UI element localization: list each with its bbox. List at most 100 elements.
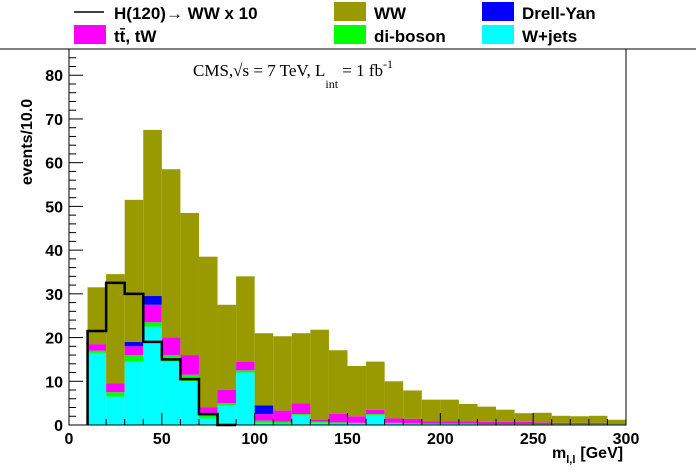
bar-w-jets-50: [161, 361, 181, 425]
bar-tt-tw-250: [533, 422, 552, 425]
bar-tt-tw-60: [180, 355, 199, 375]
legend-item-2: Drell-Yan: [482, 2, 596, 23]
bar-w-jets-170: [384, 423, 404, 425]
bar-ww-90: [236, 276, 255, 362]
bar-ww-10: [87, 287, 107, 345]
bar-di-boson-180: [403, 423, 422, 425]
legend-label: tt̄, tW: [114, 27, 157, 46]
bar-ww-260: [551, 415, 571, 423]
bar-tt-tw-110: [273, 410, 292, 422]
bar-di-boson-80: [217, 403, 237, 406]
x-tick-label: 50: [153, 431, 171, 448]
bar-tt-tw-220: [477, 421, 497, 425]
bar-di-boson-90: [236, 370, 255, 373]
bar-tt-tw-230: [496, 421, 515, 425]
bar-di-boson-120: [291, 414, 311, 416]
bar-w-jets-40: [143, 326, 162, 425]
bar-tt-tw-270: [570, 422, 589, 425]
bar-ww-170: [384, 381, 404, 419]
bar-tt-tw-120: [291, 403, 311, 415]
bar-drell-yan-40: [143, 296, 162, 305]
y-tick-label: 0: [54, 418, 63, 435]
bar-tt-tw-20: [106, 383, 125, 393]
cms-annotation: CMS,√s = 7 TeV, Lint = 1 fb-1: [193, 57, 393, 91]
legend-label: Drell-Yan: [522, 4, 596, 23]
stacked-bars: [87, 129, 626, 425]
bar-ww-240: [514, 413, 534, 422]
bar-w-jets-60: [180, 381, 199, 425]
bar-tt-tw-180: [403, 418, 422, 424]
y-tick-label: 40: [45, 243, 63, 260]
bar-tt-tw-260: [551, 422, 571, 425]
bar-ww-60: [180, 212, 199, 356]
bar-ww-290: [607, 419, 626, 424]
y-tick-label: 10: [45, 374, 63, 391]
y-axis-title: events/10.0: [19, 99, 36, 185]
bar-di-boson-150: [347, 422, 367, 424]
bar-w-jets-120: [291, 415, 311, 425]
bar-tt-tw-100: [254, 414, 274, 421]
bar-tt-tw-70: [198, 407, 218, 415]
legend-label: WW: [374, 4, 407, 23]
bar-tt-tw-80: [217, 390, 237, 404]
bar-di-boson-110: [273, 421, 292, 424]
x-axis-title: ml,l [GeV]: [552, 445, 623, 466]
legend-swatch: [482, 25, 514, 44]
legend-label: W+jets: [522, 27, 577, 46]
bar-drell-yan-100: [254, 405, 274, 415]
legend-label: di-boson: [374, 27, 446, 46]
bar-ww-100: [254, 333, 274, 406]
bar-w-jets-100: [254, 422, 274, 425]
bar-drell-yan-30: [124, 341, 144, 347]
bar-ww-20: [106, 274, 125, 384]
bar-ww-150: [347, 365, 367, 417]
bar-tt-tw-170: [384, 418, 404, 423]
bar-ww-180: [403, 390, 422, 419]
x-tick-label: 200: [427, 431, 454, 448]
bar-ww-220: [477, 406, 497, 422]
bar-ww-200: [440, 399, 459, 422]
bar-di-boson-170: [384, 422, 404, 424]
legend-item-5: W+jets: [482, 25, 577, 46]
x-tick-label: 300: [613, 431, 640, 448]
x-tick-label: 250: [520, 431, 547, 448]
bar-tt-tw-150: [347, 416, 367, 423]
bar-ww-110: [273, 336, 292, 411]
bar-w-jets-90: [236, 372, 255, 425]
bar-ww-120: [291, 333, 311, 404]
bar-di-boson-140: [328, 422, 348, 424]
y-tick-label: 50: [45, 199, 63, 216]
bar-di-boson-40: [143, 322, 162, 327]
bar-w-jets-110: [273, 423, 292, 425]
bar-w-jets-80: [217, 405, 237, 425]
bar-ww-40: [143, 129, 162, 297]
bar-ww-280: [588, 415, 608, 423]
bar-tt-tw-90: [236, 361, 255, 371]
bar-w-jets-150: [347, 423, 367, 425]
bar-ww-130: [310, 329, 329, 420]
bar-di-boson-10: [87, 350, 107, 353]
legend-swatch: [482, 2, 514, 21]
bar-ww-50: [161, 169, 181, 338]
y-tick-label: 20: [45, 331, 63, 348]
legend-label: H(120)→ WW x 10: [114, 4, 258, 23]
bar-di-boson-130: [310, 421, 329, 423]
bar-ww-140: [328, 350, 348, 414]
bar-di-boson-70: [198, 414, 218, 419]
bar-tt-tw-160: [366, 409, 385, 415]
legend-item-3: tt̄, tW: [74, 25, 157, 46]
bar-ww-30: [124, 199, 144, 342]
bar-ww-190: [421, 399, 441, 422]
y-tick-label: 80: [45, 68, 63, 85]
bar-tt-tw-210: [458, 421, 478, 424]
legend-item-1: WW: [334, 2, 407, 23]
bar-tt-tw-50: [161, 337, 181, 356]
bar-w-jets-20: [106, 396, 125, 425]
legend-swatch: [334, 25, 366, 44]
bar-w-jets-160: [366, 415, 385, 425]
legend-item-0: H(120)→ WW x 10: [74, 4, 258, 23]
bar-di-boson-160: [366, 414, 385, 416]
x-tick-label: 0: [65, 431, 74, 448]
y-tick-label: 60: [45, 156, 63, 173]
